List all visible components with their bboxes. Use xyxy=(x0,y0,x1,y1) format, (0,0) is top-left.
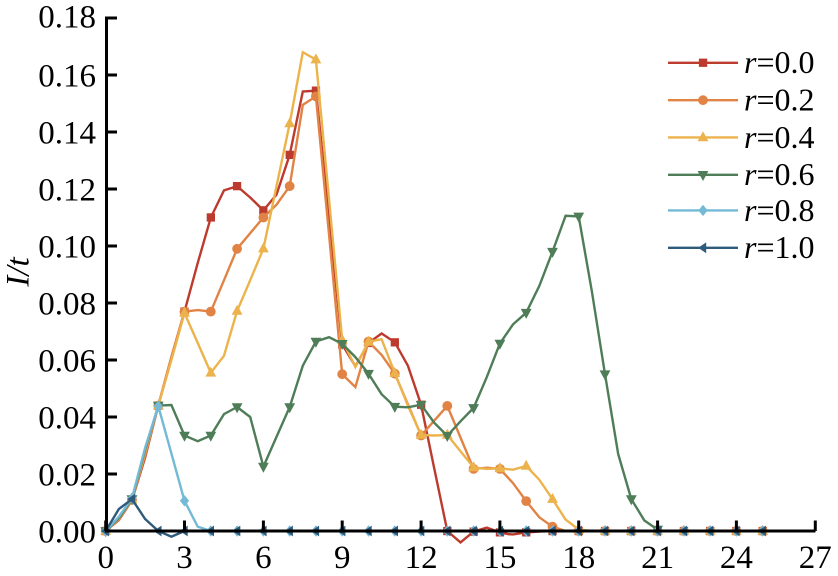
svg-text:r=0.8: r=0.8 xyxy=(744,192,815,228)
svg-text:12: 12 xyxy=(405,540,438,576)
svg-text:0.12: 0.12 xyxy=(38,173,96,209)
svg-text:0.14: 0.14 xyxy=(38,116,96,152)
svg-text:0.16: 0.16 xyxy=(38,59,96,95)
svg-text:9: 9 xyxy=(334,540,351,576)
svg-text:0.02: 0.02 xyxy=(38,458,96,494)
svg-text:0.18: 0.18 xyxy=(38,0,96,36)
svg-text:15: 15 xyxy=(483,540,516,576)
svg-text:21: 21 xyxy=(641,540,674,576)
svg-text:r=0.4: r=0.4 xyxy=(744,119,815,155)
svg-text:r=1.0: r=1.0 xyxy=(744,229,815,265)
svg-text:r=0.2: r=0.2 xyxy=(744,82,815,118)
svg-text:r=0.6: r=0.6 xyxy=(744,156,815,192)
svg-text:I/t: I/t xyxy=(1,257,37,288)
svg-text:0.04: 0.04 xyxy=(38,401,96,437)
svg-text:0.00: 0.00 xyxy=(38,515,96,551)
svg-text:3: 3 xyxy=(176,540,193,576)
svg-text:6: 6 xyxy=(255,540,272,576)
svg-text:0.08: 0.08 xyxy=(38,287,96,323)
svg-text:18: 18 xyxy=(562,540,595,576)
svg-text:27: 27 xyxy=(799,540,832,576)
svg-text:0.06: 0.06 xyxy=(38,344,96,380)
svg-text:24: 24 xyxy=(720,540,753,576)
svg-text:r=0.0: r=0.0 xyxy=(744,44,815,80)
svg-text:0.10: 0.10 xyxy=(38,230,96,266)
svg-text:0: 0 xyxy=(97,540,114,576)
